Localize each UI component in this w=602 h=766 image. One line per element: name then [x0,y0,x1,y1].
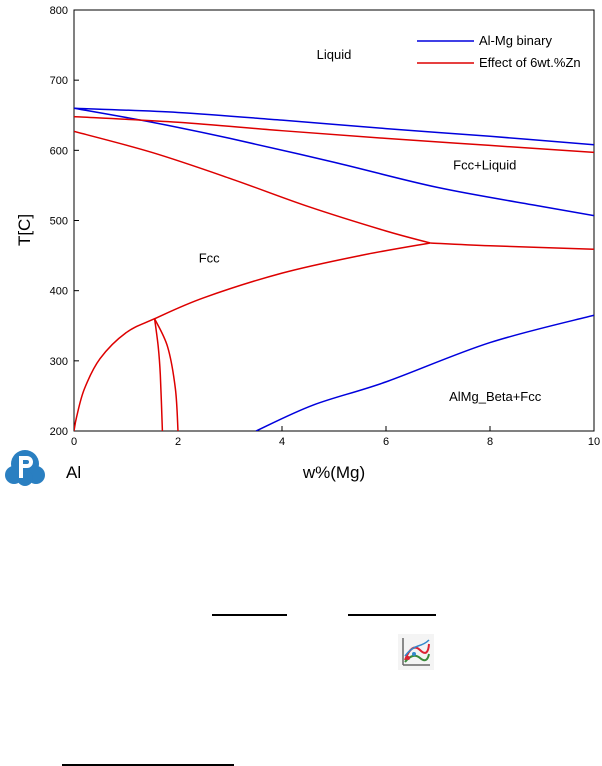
region-label: Liquid [317,47,352,62]
y-tick-label: 800 [50,5,68,17]
x-tick-label: 0 [71,436,77,448]
y-tick-label: 200 [50,426,68,438]
x-tick-label: 8 [487,436,493,448]
legend-label-1: Effect of 6wt.%Zn [479,55,581,70]
plot-tool-icon[interactable] [398,634,434,670]
series-1-curve-0 [74,115,594,154]
series-0-curve-0 [74,107,594,146]
x-axis-title: w%(Mg) [302,463,365,482]
phase-diagram-chart: 0 2 4 6 8 10 200 300 400 500 600 700 800 Liquid Fcc+L… [15,5,600,482]
series-0-curve-2 [255,314,594,431]
x-tick-label: 10 [588,436,600,448]
divider-line [62,764,234,766]
series-1-curve-5 [153,318,179,431]
legend: Al-Mg binary Effect of 6wt.%Zn [417,33,581,70]
y-tick-label: 500 [50,216,68,228]
series-1-curve-3 [74,242,431,431]
y-axis-title: T[C] [15,214,34,246]
element-label: Al [66,463,81,482]
y-tick-label: 700 [50,75,68,87]
divider-line [348,614,436,616]
series-1-curve-4 [153,318,164,431]
y-tick-label: 400 [50,286,68,298]
series-0-curve-1 [74,107,594,217]
x-tick-label: 2 [175,436,181,448]
y-tick-label: 600 [50,145,68,157]
divider-line [212,614,287,616]
series-1-curve-1 [74,130,431,244]
region-label: Fcc [199,251,220,266]
series-1-curve-2 [430,242,594,251]
x-tick-label: 6 [383,436,389,448]
region-label: AlMg_Beta+Fcc [449,389,542,404]
plot-area [73,9,595,432]
legend-label-0: Al-Mg binary [479,33,552,48]
x-tick-label: 4 [279,436,285,448]
logo-icon [5,450,45,486]
region-label: Fcc+Liquid [453,157,516,172]
y-tick-label: 300 [50,356,68,368]
